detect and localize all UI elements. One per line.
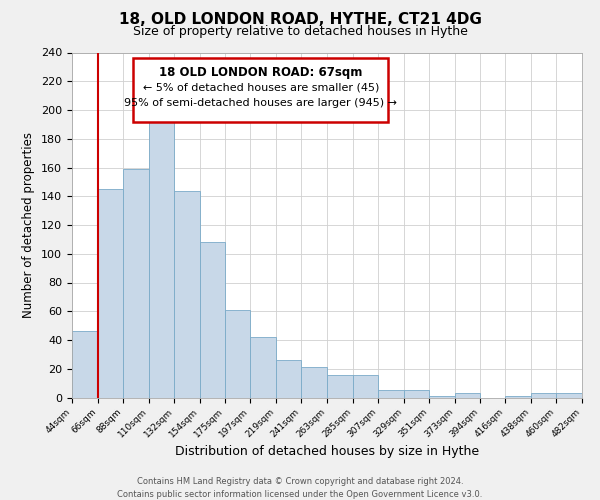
Bar (301, 368, 327, 398)
Bar (175, 190, 200, 398)
Bar (404, 390, 430, 398)
Bar (327, 374, 353, 398)
Text: 95% of semi-detached houses are larger (945) →: 95% of semi-detached houses are larger (… (124, 98, 397, 108)
Bar (556, 393, 582, 398)
Text: 18, OLD LONDON ROAD, HYTHE, CT21 4DG: 18, OLD LONDON ROAD, HYTHE, CT21 4DG (119, 12, 481, 28)
Bar (224, 310, 250, 398)
Text: ← 5% of detached houses are smaller (45): ← 5% of detached houses are smaller (45) (143, 82, 379, 92)
Bar (250, 337, 276, 398)
Text: Contains HM Land Registry data © Crown copyright and database right 2024.
Contai: Contains HM Land Registry data © Crown c… (118, 478, 482, 499)
Bar (353, 374, 378, 398)
Bar (98, 189, 123, 398)
Text: Size of property relative to detached houses in Hythe: Size of property relative to detached ho… (133, 25, 467, 38)
Bar (149, 108, 175, 398)
Bar (72, 332, 98, 398)
FancyBboxPatch shape (133, 58, 388, 122)
Bar (200, 242, 224, 398)
Bar (123, 169, 149, 398)
Bar (455, 393, 479, 398)
Bar (378, 390, 404, 398)
Bar (505, 396, 531, 398)
Y-axis label: Number of detached properties: Number of detached properties (22, 132, 35, 318)
Bar (430, 396, 455, 398)
X-axis label: Distribution of detached houses by size in Hythe: Distribution of detached houses by size … (175, 445, 479, 458)
Bar (276, 360, 301, 398)
Bar (531, 393, 556, 398)
Text: 18 OLD LONDON ROAD: 67sqm: 18 OLD LONDON ROAD: 67sqm (159, 66, 362, 80)
